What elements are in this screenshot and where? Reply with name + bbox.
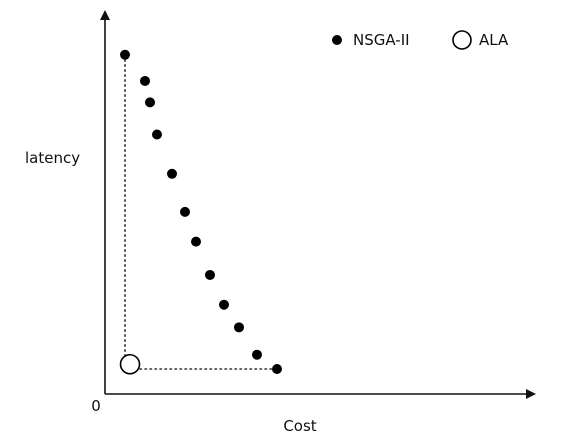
point-nsga-ii-9 xyxy=(234,322,244,333)
legend-marker-ala xyxy=(452,30,472,50)
point-nsga-ii-3 xyxy=(152,129,162,140)
legend-label-nsga-ii: NSGA-II xyxy=(353,31,410,49)
point-nsga-ii-4 xyxy=(167,168,177,179)
legend-marker-nsga-ii xyxy=(332,35,342,45)
dotted-reference-lines xyxy=(124,53,278,370)
point-nsga-ii-7 xyxy=(205,269,215,280)
point-nsga-ii-5 xyxy=(180,206,190,217)
point-nsga-ii-11 xyxy=(272,364,282,375)
legend-label-ala: ALA xyxy=(479,31,509,49)
data-points xyxy=(119,49,282,375)
point-ala-0 xyxy=(119,353,141,375)
point-nsga-ii-8 xyxy=(219,299,229,310)
y-axis-label: latency xyxy=(25,149,80,167)
point-nsga-ii-1 xyxy=(140,75,150,86)
x-axis-label: Cost xyxy=(283,417,316,435)
point-nsga-ii-0 xyxy=(120,49,130,60)
legend: NSGA-II ALA xyxy=(332,30,509,50)
origin-label: 0 xyxy=(91,397,101,415)
point-nsga-ii-10 xyxy=(252,349,262,360)
axes xyxy=(100,10,536,399)
point-nsga-ii-2 xyxy=(145,97,155,108)
point-nsga-ii-6 xyxy=(191,236,201,247)
